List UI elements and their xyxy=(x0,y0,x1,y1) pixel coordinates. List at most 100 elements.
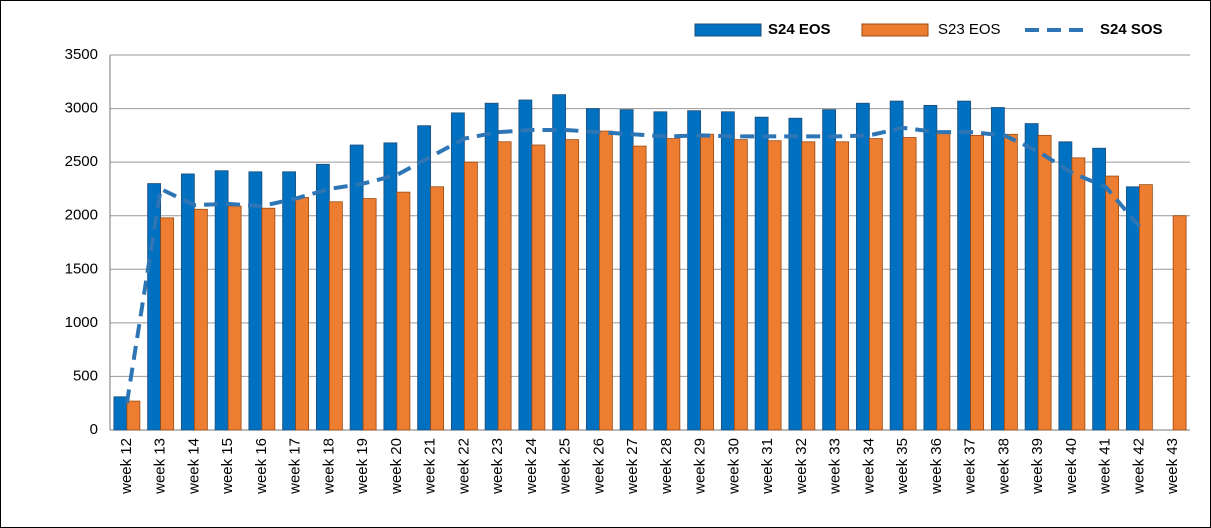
bar xyxy=(1037,134,1052,431)
legend-swatch xyxy=(861,23,929,37)
bar xyxy=(362,198,377,431)
bar xyxy=(113,396,128,431)
bar xyxy=(1172,215,1187,431)
x-tick-label: week 35 xyxy=(894,438,911,495)
bar xyxy=(687,110,702,431)
x-tick-label: week 20 xyxy=(388,438,405,495)
bar xyxy=(720,111,735,431)
bar xyxy=(552,94,567,431)
x-tick-label: week 42 xyxy=(1130,438,1147,495)
x-tick-label: week 17 xyxy=(287,438,304,495)
legend-label: S24 EOS xyxy=(768,21,831,38)
x-tick-label: week 37 xyxy=(962,438,979,495)
bar xyxy=(282,171,297,431)
x-tick-label: week 26 xyxy=(590,438,607,495)
x-tick-label: week 13 xyxy=(152,438,169,495)
bar xyxy=(653,111,668,431)
bar xyxy=(396,191,411,431)
x-tick-label: week 14 xyxy=(185,438,202,495)
bar xyxy=(261,207,276,431)
x-tick-label: week 38 xyxy=(995,438,1012,495)
bar xyxy=(957,100,972,431)
bar xyxy=(835,141,850,431)
x-tick-label: week 39 xyxy=(1029,438,1046,495)
bar xyxy=(700,133,715,431)
y-tick-label: 3500 xyxy=(65,46,98,63)
y-tick-label: 3000 xyxy=(65,100,98,117)
bar xyxy=(497,141,512,431)
bar xyxy=(822,109,837,431)
x-tick-label: week 19 xyxy=(354,438,371,495)
x-tick-label: week 22 xyxy=(455,438,472,495)
y-tick-label: 1500 xyxy=(65,260,98,277)
y-tick-label: 2000 xyxy=(65,207,98,224)
bar xyxy=(1024,123,1039,431)
bar xyxy=(227,205,242,431)
bar xyxy=(923,104,938,431)
bar xyxy=(902,137,917,431)
x-tick-label: week 36 xyxy=(928,438,945,495)
y-tick-label: 0 xyxy=(90,421,98,438)
bar xyxy=(1105,175,1120,431)
x-tick-label: week 15 xyxy=(219,438,236,495)
x-tick-label: week 21 xyxy=(422,438,439,495)
bar xyxy=(531,144,546,431)
y-tick-label: 2500 xyxy=(65,153,98,170)
y-tick-label: 1000 xyxy=(65,314,98,331)
bar xyxy=(295,197,310,431)
x-tick-label: week 40 xyxy=(1063,438,1080,495)
legend-label: S23 EOS xyxy=(938,21,1001,38)
bar xyxy=(936,131,951,431)
bar xyxy=(598,130,613,431)
bar xyxy=(315,163,330,431)
bar xyxy=(430,186,445,431)
bar xyxy=(767,140,782,431)
bar xyxy=(855,102,870,431)
bar xyxy=(889,100,904,431)
x-tick-label: week 23 xyxy=(489,438,506,495)
bar xyxy=(328,201,343,431)
x-tick-label: week 33 xyxy=(827,438,844,495)
x-tick-label: week 25 xyxy=(557,438,574,495)
bar xyxy=(801,141,816,431)
bar xyxy=(1092,147,1107,431)
bar xyxy=(450,112,465,431)
legend-label: S24 SOS xyxy=(1100,21,1163,38)
bar xyxy=(970,134,985,431)
bar xyxy=(349,144,364,431)
bar xyxy=(180,173,195,431)
bar xyxy=(126,400,141,431)
bar xyxy=(193,208,208,431)
bar xyxy=(1058,141,1073,431)
y-tick-label: 500 xyxy=(73,367,98,384)
x-tick-label: week 43 xyxy=(1164,438,1181,495)
bar xyxy=(1003,133,1018,431)
x-tick-label: week 32 xyxy=(793,438,810,495)
bar xyxy=(632,145,647,431)
x-tick-label: week 24 xyxy=(523,438,540,495)
bar xyxy=(868,138,883,431)
x-tick-label: week 30 xyxy=(725,438,742,495)
line xyxy=(124,125,1141,404)
bar xyxy=(754,116,769,431)
bar xyxy=(666,138,681,431)
bar xyxy=(383,142,398,431)
bar xyxy=(518,99,533,431)
x-tick-label: week 12 xyxy=(118,438,135,495)
bar xyxy=(1071,157,1086,431)
bar xyxy=(484,102,499,431)
x-tick-label: week 31 xyxy=(759,438,776,495)
bar xyxy=(619,109,634,431)
x-tick-label: week 27 xyxy=(624,438,641,495)
x-tick-label: week 16 xyxy=(253,438,270,495)
bar xyxy=(248,171,263,431)
x-tick-label: week 41 xyxy=(1097,438,1114,495)
bar xyxy=(585,108,600,431)
bar xyxy=(788,117,803,431)
bar xyxy=(990,107,1005,431)
bar xyxy=(160,217,175,431)
x-tick-label: week 28 xyxy=(658,438,675,495)
bar xyxy=(733,139,748,431)
bar xyxy=(1138,184,1153,431)
